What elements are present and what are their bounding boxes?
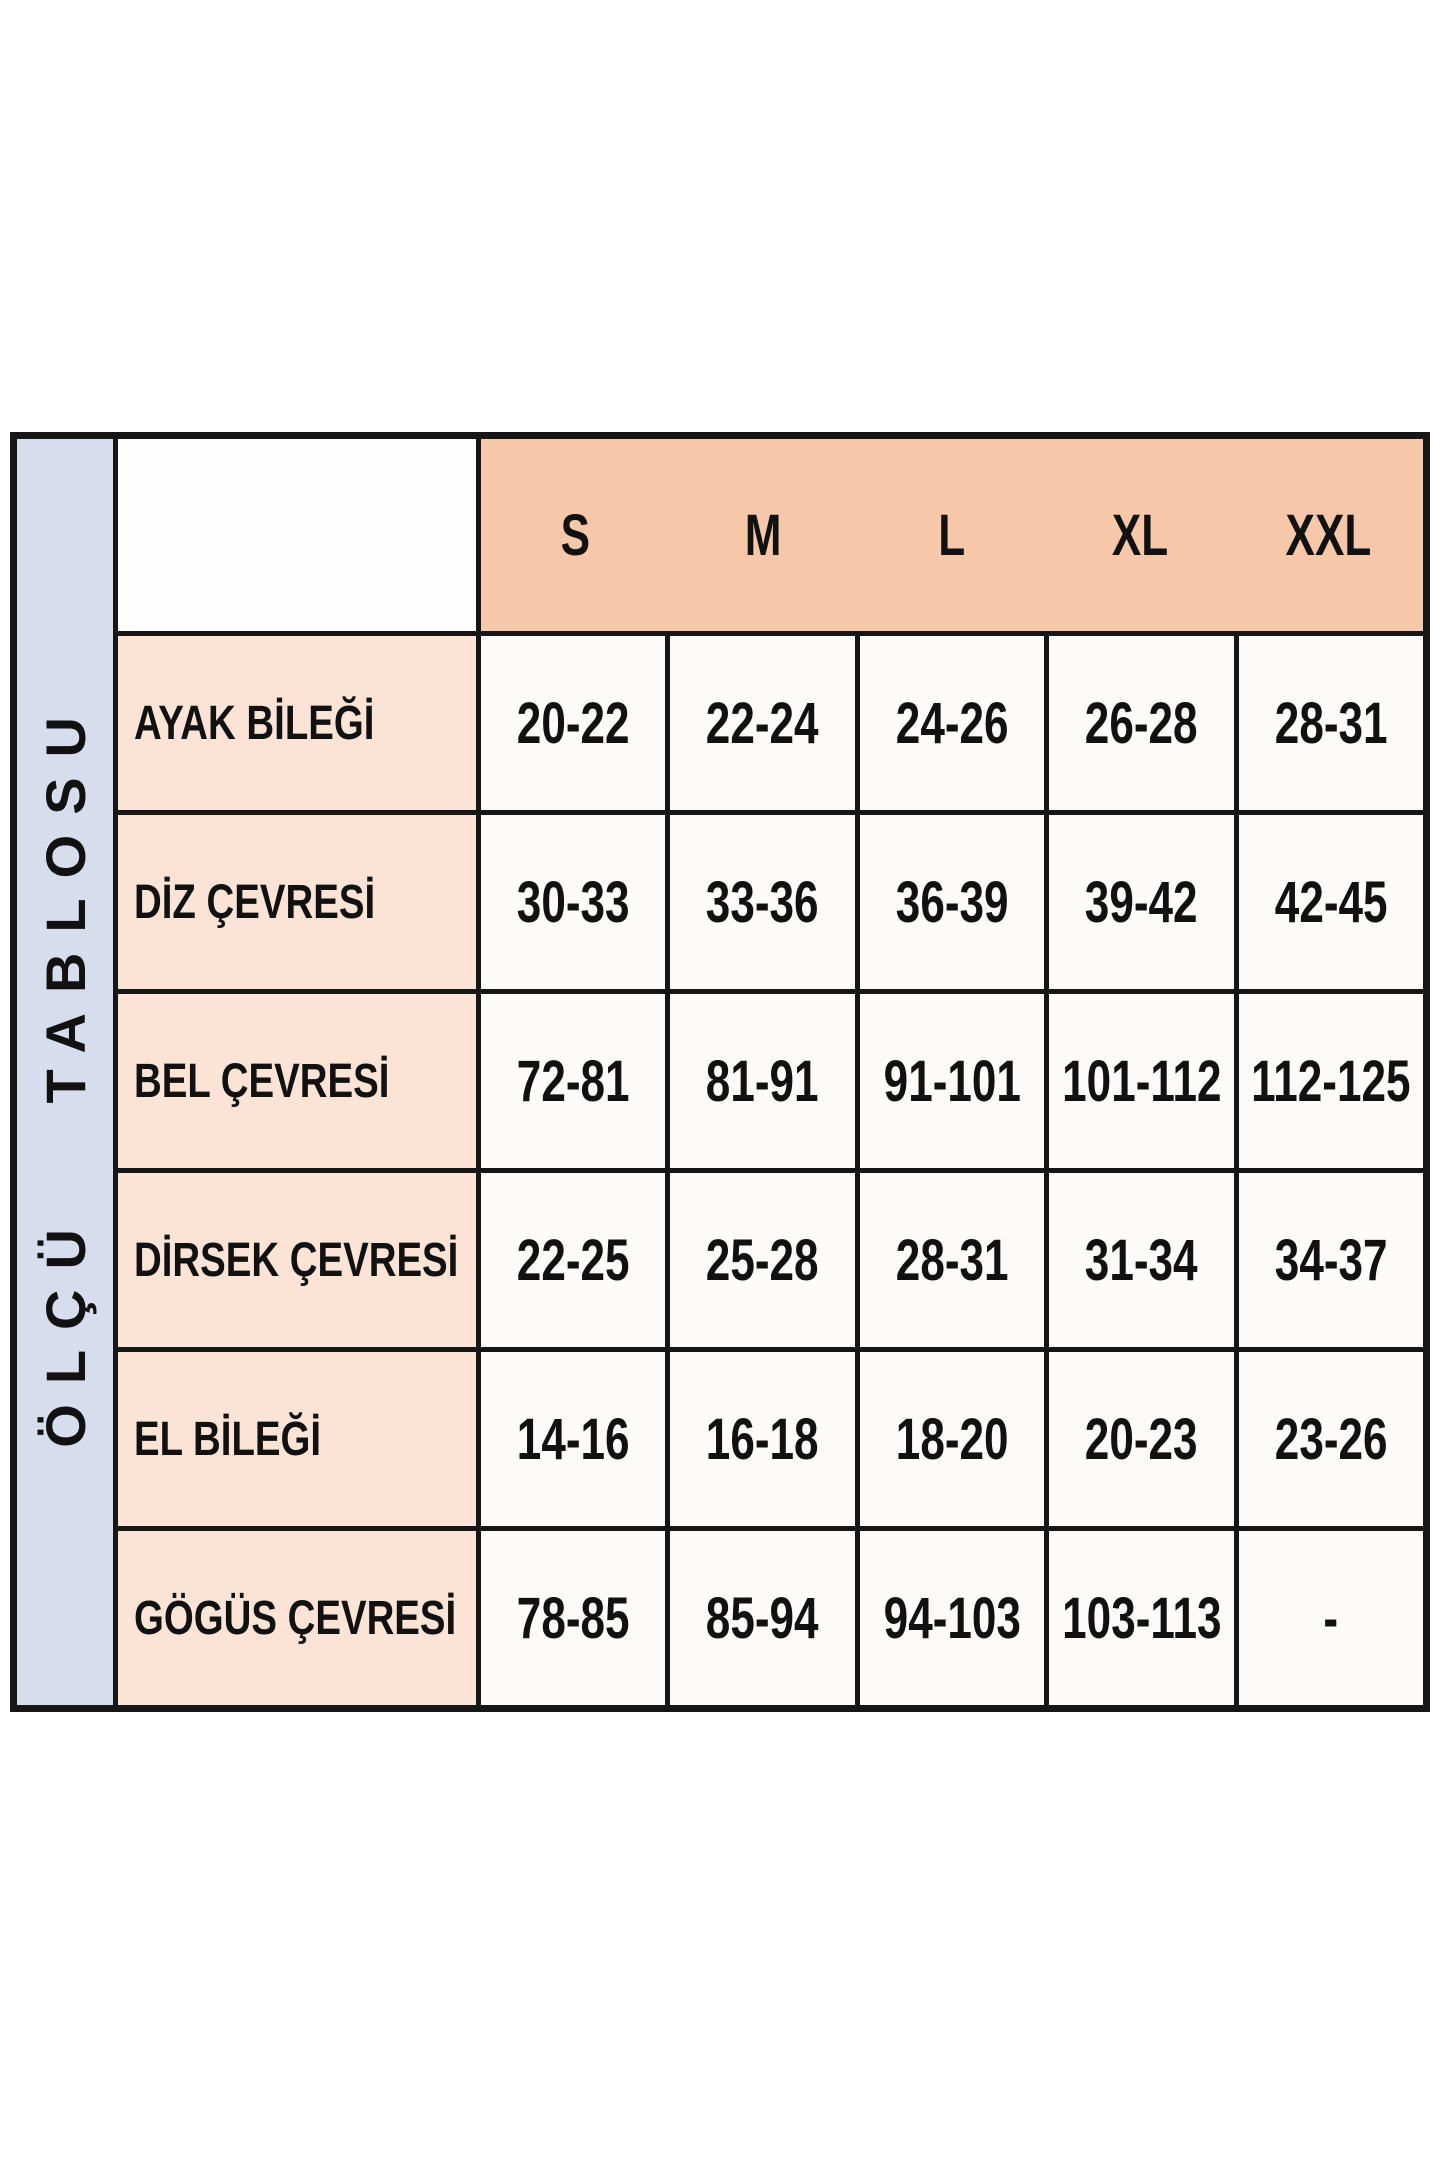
row-label-ankle: AYAK BİLEĞİ xyxy=(118,636,476,810)
size-chart-title: ÖLÇÜ TABLOSU xyxy=(33,696,97,1448)
value-wrist-xl: 20-23 xyxy=(1049,1352,1234,1526)
value-wrist-l: 18-20 xyxy=(859,1352,1045,1526)
size-value: 16-18 xyxy=(706,1406,819,1472)
size-col-header-l: L xyxy=(858,439,1046,631)
size-value: 28-31 xyxy=(1274,690,1388,756)
size-col-header-xl: XL xyxy=(1046,439,1234,631)
size-value: 20-22 xyxy=(516,690,630,756)
value-elbow-l: 28-31 xyxy=(859,1173,1045,1347)
size-value: - xyxy=(1323,1585,1339,1651)
value-waist-xl: 101-112 xyxy=(1049,994,1234,1168)
size-value: 18-20 xyxy=(895,1406,1009,1472)
size-value: 25-28 xyxy=(706,1227,819,1293)
size-label: S xyxy=(560,502,590,568)
side-title-column: ÖLÇÜ TABLOSU xyxy=(17,439,113,1705)
row-label-waist: BEL ÇEVRESİ xyxy=(118,994,476,1168)
value-waist-m: 81-91 xyxy=(670,994,855,1168)
size-header-row: S M L XL XXL xyxy=(481,439,1423,631)
value-knee-s: 30-33 xyxy=(481,815,666,989)
measurement-label: BEL ÇEVRESİ xyxy=(134,1054,390,1108)
measurement-label: GÖGÜS ÇEVRESİ xyxy=(134,1591,457,1645)
size-value: 20-23 xyxy=(1085,1406,1198,1472)
size-value: 85-94 xyxy=(706,1585,819,1651)
value-chest-xxl: - xyxy=(1238,1531,1423,1705)
size-value: 23-26 xyxy=(1274,1406,1388,1472)
size-value: 34-37 xyxy=(1274,1227,1388,1293)
size-label: M xyxy=(745,502,782,568)
size-col-header-m: M xyxy=(669,439,857,631)
size-col-header-xxl: XXL xyxy=(1235,439,1423,631)
value-ankle-s: 20-22 xyxy=(481,636,666,810)
value-chest-s: 78-85 xyxy=(481,1531,666,1705)
measurement-label: DİRSEK ÇEVRESİ xyxy=(134,1233,459,1287)
measurement-label: DİZ ÇEVRESİ xyxy=(134,875,376,929)
value-elbow-s: 22-25 xyxy=(481,1173,666,1347)
row-label-knee: DİZ ÇEVRESİ xyxy=(118,815,476,989)
value-chest-l: 94-103 xyxy=(859,1531,1045,1705)
size-col-header-s: S xyxy=(481,439,669,631)
size-value: 26-28 xyxy=(1085,690,1198,756)
value-chest-m: 85-94 xyxy=(670,1531,855,1705)
corner-empty-cell xyxy=(118,439,476,631)
value-elbow-m: 25-28 xyxy=(670,1173,855,1347)
size-value: 81-91 xyxy=(706,1048,819,1114)
value-knee-xxl: 42-45 xyxy=(1238,815,1423,989)
size-value: 14-16 xyxy=(516,1406,630,1472)
size-value: 22-24 xyxy=(706,690,819,756)
size-value: 22-25 xyxy=(516,1227,630,1293)
value-elbow-xxl: 34-37 xyxy=(1238,1173,1423,1347)
size-value: 112-125 xyxy=(1251,1048,1411,1114)
size-value: 30-33 xyxy=(516,869,630,935)
size-chart-table: ÖLÇÜ TABLOSU S M L XL XXL AYAK BİLEĞİ 20… xyxy=(10,432,1430,1712)
size-value: 31-34 xyxy=(1085,1227,1198,1293)
size-value: 36-39 xyxy=(895,869,1009,935)
value-elbow-xl: 31-34 xyxy=(1049,1173,1234,1347)
size-value: 72-81 xyxy=(516,1048,630,1114)
row-label-chest: GÖGÜS ÇEVRESİ xyxy=(118,1531,476,1705)
size-label: L xyxy=(938,502,966,568)
value-ankle-m: 22-24 xyxy=(670,636,855,810)
value-wrist-s: 14-16 xyxy=(481,1352,666,1526)
size-value: 103-113 xyxy=(1061,1585,1222,1651)
size-value: 28-31 xyxy=(895,1227,1009,1293)
value-knee-l: 36-39 xyxy=(859,815,1045,989)
measurement-label: AYAK BİLEĞİ xyxy=(134,696,375,750)
value-ankle-l: 24-26 xyxy=(859,636,1045,810)
size-value: 33-36 xyxy=(706,869,819,935)
value-waist-xxl: 112-125 xyxy=(1238,994,1423,1168)
size-value: 39-42 xyxy=(1085,869,1198,935)
row-label-elbow: DİRSEK ÇEVRESİ xyxy=(118,1173,476,1347)
value-wrist-xxl: 23-26 xyxy=(1238,1352,1423,1526)
value-chest-xl: 103-113 xyxy=(1049,1531,1234,1705)
row-label-wrist: EL BİLEĞİ xyxy=(118,1352,476,1526)
size-value: 94-103 xyxy=(883,1585,1021,1651)
value-ankle-xxl: 28-31 xyxy=(1238,636,1423,810)
size-label: XL xyxy=(1112,502,1169,568)
size-label: XXL xyxy=(1285,502,1372,568)
value-ankle-xl: 26-28 xyxy=(1049,636,1234,810)
value-waist-s: 72-81 xyxy=(481,994,666,1168)
size-value: 78-85 xyxy=(516,1585,630,1651)
value-waist-l: 91-101 xyxy=(859,994,1045,1168)
size-value: 24-26 xyxy=(895,690,1009,756)
size-value: 91-101 xyxy=(883,1048,1021,1114)
value-knee-xl: 39-42 xyxy=(1049,815,1234,989)
size-value: 101-112 xyxy=(1061,1048,1222,1114)
value-wrist-m: 16-18 xyxy=(670,1352,855,1526)
size-value: 42-45 xyxy=(1274,869,1388,935)
measurement-label: EL BİLEĞİ xyxy=(134,1412,322,1466)
value-knee-m: 33-36 xyxy=(670,815,855,989)
